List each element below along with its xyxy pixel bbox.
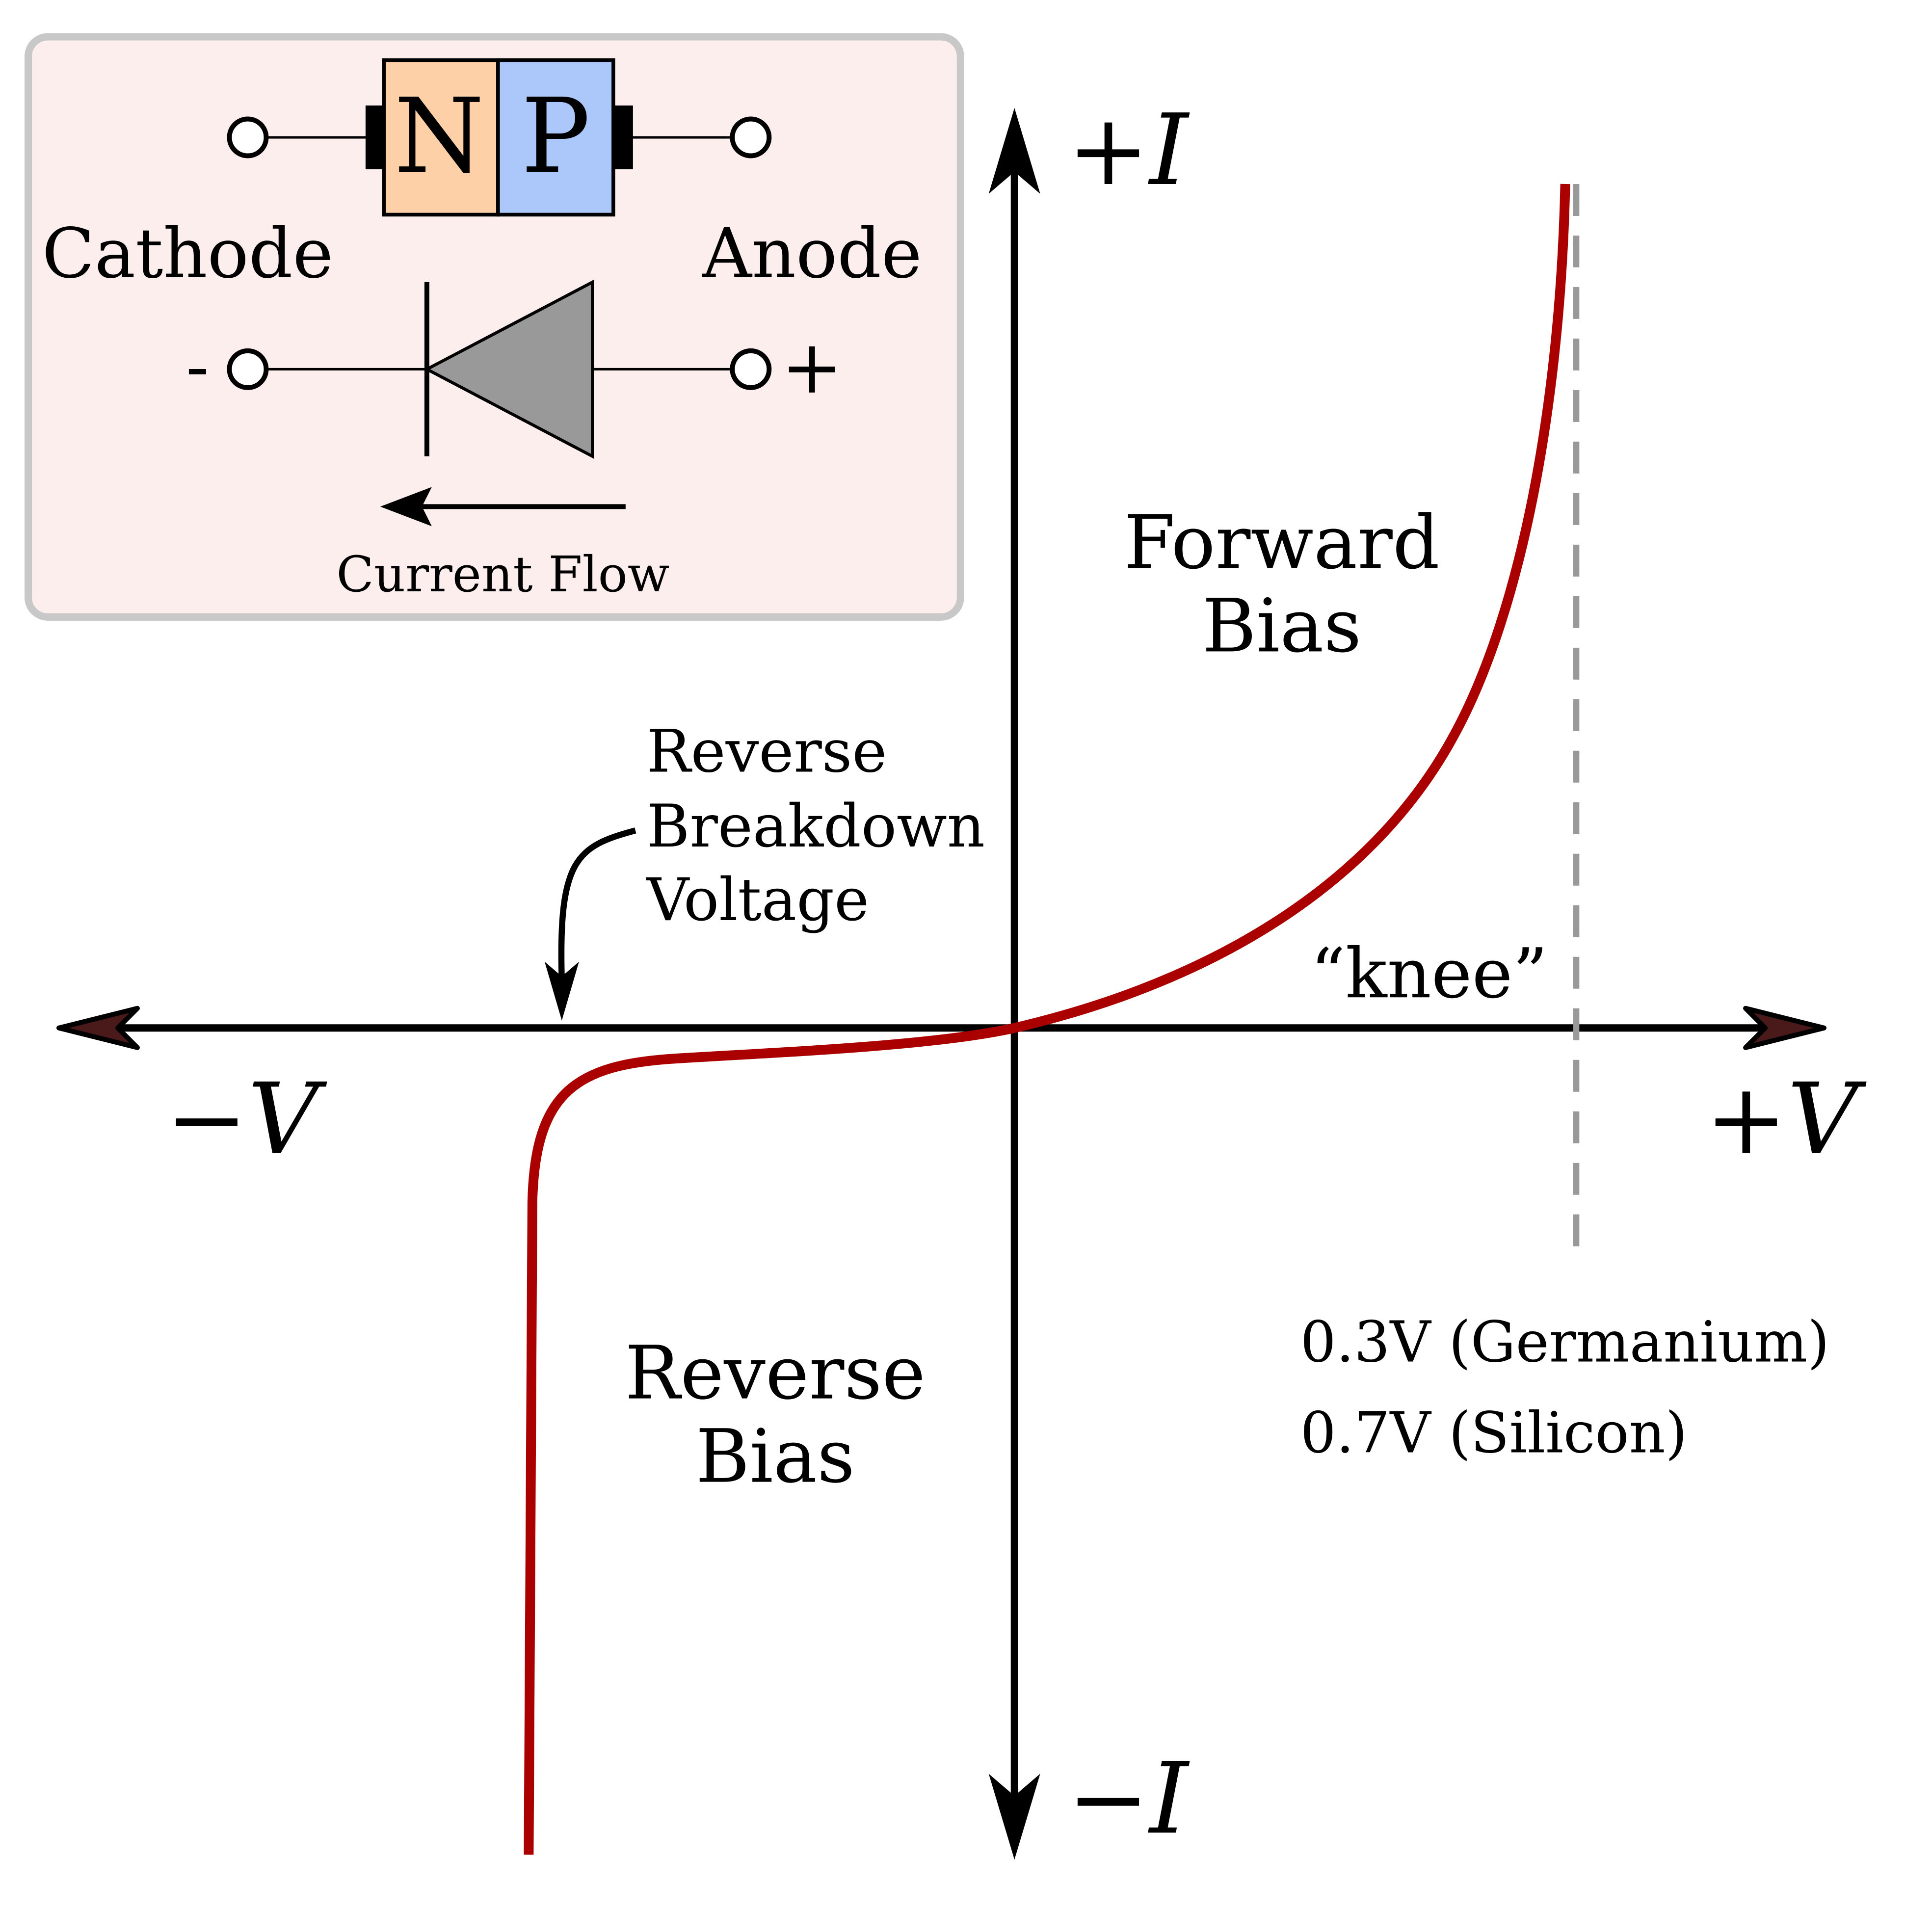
reverse-bias-line-2: Bias: [696, 1414, 855, 1500]
cathode-label: Cathode: [42, 214, 334, 294]
reverse-bias-label: Reverse Bias: [625, 1331, 926, 1500]
germanium-threshold-label: 0.3V (Germanium): [1300, 1310, 1829, 1376]
minus-terminal-sign: -: [186, 327, 209, 407]
negative-current-label: −I: [1067, 1742, 1191, 1856]
positive-current-label: +I: [1067, 93, 1191, 208]
forward-bias-label: Forward Bias: [1124, 500, 1440, 669]
current-axis-top-arrowhead: [988, 107, 1040, 194]
positive-voltage-label: +V: [1705, 1062, 1867, 1177]
cathode-terminal-bottom: [227, 348, 269, 390]
cathode-terminal-top: [227, 116, 269, 159]
current-flow-arrowhead: [380, 487, 432, 527]
breakdown-pointer-arrow: [558, 827, 636, 981]
anode-label: Anode: [702, 214, 922, 294]
silicon-threshold-label: 0.7V (Silicon): [1300, 1401, 1688, 1466]
breakdown-line-3: Voltage: [645, 866, 869, 934]
breakdown-voltage-annotation: Reverse Breakdown Voltage: [544, 717, 985, 1021]
forward-bias-line-2: Bias: [1202, 583, 1362, 669]
current-axis-bottom-arrowhead: [988, 1773, 1040, 1860]
iv-characteristic-curve: [524, 184, 1570, 1855]
current-flow-label: Current Flow: [336, 546, 669, 603]
anode-terminal-bottom: [730, 348, 772, 390]
n-region: [382, 58, 500, 217]
reverse-bias-line-1: Reverse: [625, 1331, 926, 1416]
voltage-axis-right-arrowhead: [1743, 1006, 1827, 1050]
forward-bias-line-1: Forward: [1124, 500, 1440, 585]
p-region: [496, 58, 615, 217]
anode-terminal-top: [730, 116, 772, 159]
breakdown-pointer-arrowhead: [544, 961, 579, 1021]
current-flow-indicator: Current Flow: [336, 487, 669, 603]
voltage-axis-left-arrowhead: [56, 1006, 140, 1050]
axes: +I −I +V −V: [56, 93, 1867, 1860]
inset-background: [24, 33, 964, 621]
breakdown-line-1: Reverse: [646, 717, 887, 786]
cathode-contact: [365, 105, 385, 169]
threshold-voltage-annotation: 0.3V (Germanium) 0.7V (Silicon): [1300, 1310, 1829, 1466]
p-region-label: P: [521, 76, 590, 196]
plus-terminal-sign: +: [781, 325, 843, 410]
diode-symbol: - +: [186, 279, 843, 459]
pn-junction-block: N P: [227, 58, 772, 217]
n-region-label: N: [394, 76, 484, 196]
breakdown-line-2: Breakdown: [646, 793, 985, 861]
knee-label: “knee”: [1310, 934, 1548, 1014]
diode-inset-panel: N P Cathode Anode - + Current Flow: [24, 33, 964, 621]
anode-contact: [613, 105, 633, 169]
negative-voltage-label: −V: [165, 1062, 327, 1177]
